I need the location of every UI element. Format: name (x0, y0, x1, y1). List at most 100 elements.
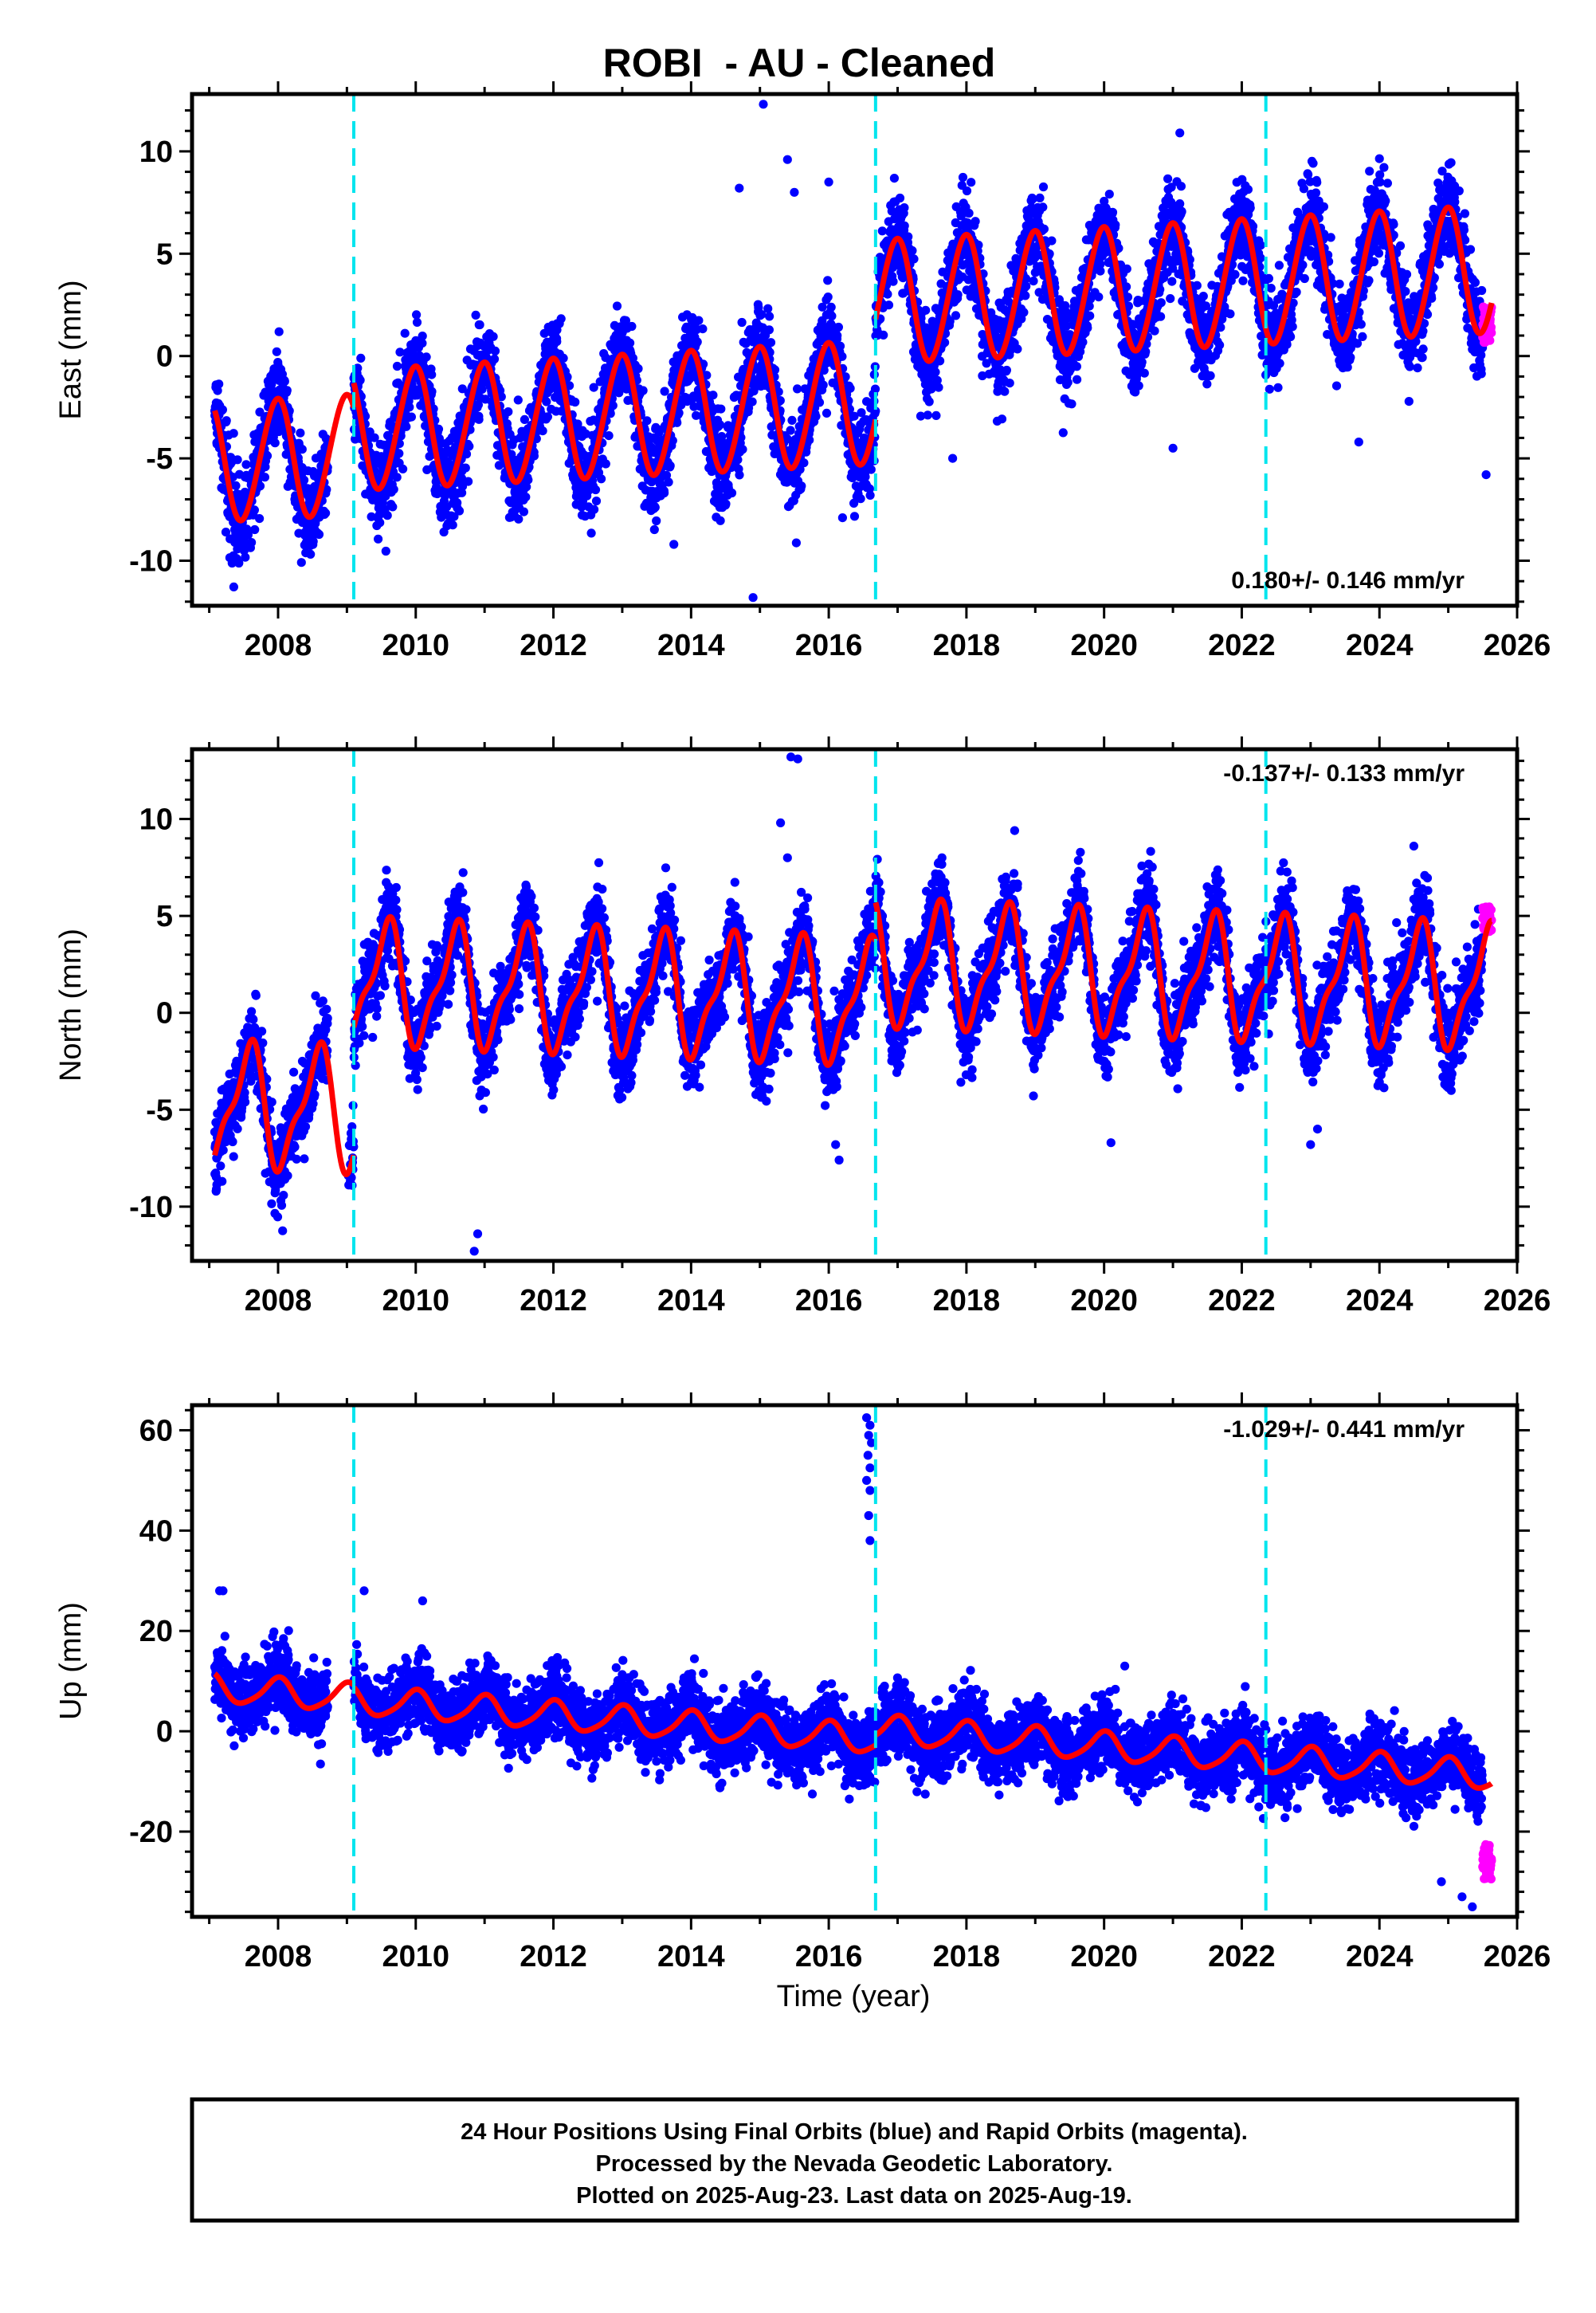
data-point (300, 475, 309, 485)
data-point (522, 482, 531, 492)
data-point (924, 397, 934, 406)
data-point (799, 458, 809, 468)
data-point (457, 384, 467, 394)
data-point (394, 449, 404, 458)
data-point (255, 514, 265, 524)
data-point (262, 451, 273, 461)
data-point (1083, 323, 1092, 332)
data-point (1094, 293, 1104, 302)
data-point (1166, 294, 1175, 304)
data-point (923, 410, 932, 420)
data-point (243, 530, 253, 540)
data-point (827, 311, 837, 321)
data-point (1206, 371, 1215, 380)
data-point (889, 174, 899, 183)
data-point (884, 300, 894, 310)
data-point (1150, 326, 1159, 336)
data-point (1122, 264, 1131, 273)
data-point (888, 277, 898, 286)
data-point (1256, 253, 1265, 263)
data-point (606, 409, 615, 418)
figure-title: ROBI - AU - Cleaned (603, 41, 996, 85)
data-point (457, 488, 467, 497)
data-point (879, 330, 888, 340)
data-point (1245, 203, 1255, 213)
data-point (866, 465, 876, 474)
data-point (520, 414, 530, 425)
data-point (496, 392, 506, 402)
data-point (573, 419, 582, 429)
data-point (461, 450, 472, 459)
data-point (464, 477, 473, 486)
data-point (650, 502, 660, 512)
data-point (638, 386, 648, 395)
data-point (823, 276, 833, 285)
data-point (909, 254, 919, 264)
data-point (856, 494, 865, 504)
data-point (1225, 309, 1235, 319)
data-point (234, 558, 244, 568)
data-point (664, 477, 673, 487)
data-point (255, 481, 265, 491)
data-point (633, 363, 643, 374)
data-point (967, 178, 976, 187)
data-point (306, 549, 316, 560)
data-point (1192, 281, 1202, 290)
data-point (660, 488, 669, 498)
data-point (405, 403, 414, 412)
data-point (1198, 292, 1208, 301)
data-point (727, 488, 737, 498)
data-point (296, 558, 306, 567)
data-point (733, 455, 743, 465)
data-point (489, 354, 500, 364)
data-point (883, 289, 892, 299)
data-point (260, 473, 269, 482)
data-point (649, 524, 659, 535)
data-point (747, 397, 757, 406)
data-point (270, 438, 280, 448)
data-point (247, 538, 257, 548)
data-point (250, 524, 260, 535)
data-point (370, 433, 379, 442)
plot-area (192, 94, 1517, 606)
data-point (958, 172, 968, 183)
data-point (1215, 340, 1225, 350)
data-point (381, 546, 390, 556)
data-point (716, 420, 725, 430)
data-point (233, 455, 242, 465)
data-point (274, 327, 284, 336)
data-point (766, 338, 776, 348)
data-point (1111, 220, 1120, 230)
data-point (529, 451, 539, 461)
data-point (571, 397, 580, 407)
data-point (908, 245, 917, 256)
data-point (308, 536, 318, 546)
data-point (480, 395, 490, 404)
data-point (1096, 266, 1105, 276)
data-point (1002, 365, 1011, 375)
data-point (818, 380, 828, 390)
data-point (642, 416, 652, 426)
data-point (406, 412, 416, 422)
data-point (565, 381, 574, 391)
data-point (375, 518, 385, 528)
data-point (1163, 174, 1173, 183)
data-point (934, 383, 943, 392)
data-point (427, 370, 437, 379)
data-point (222, 416, 231, 426)
data-point (1019, 308, 1029, 317)
data-point (597, 474, 606, 484)
data-point (1072, 375, 1082, 384)
data-point (1061, 300, 1070, 311)
data-point (559, 353, 568, 363)
data-point (422, 352, 431, 362)
data-point (1243, 185, 1253, 194)
data-point (845, 383, 855, 393)
data-point (221, 528, 231, 537)
data-point (1085, 311, 1095, 320)
data-point (213, 386, 222, 395)
data-point (1175, 199, 1185, 209)
data-point (652, 516, 661, 526)
data-point (1021, 291, 1030, 300)
